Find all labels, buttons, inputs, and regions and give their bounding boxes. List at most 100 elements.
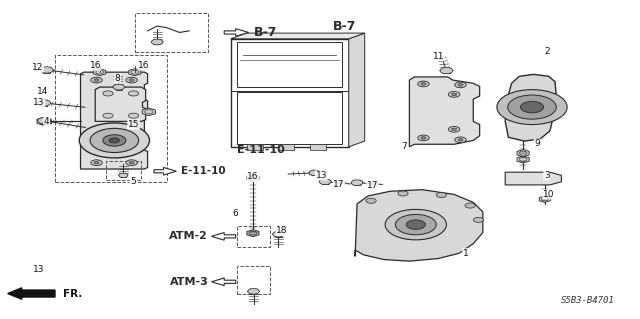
Bar bbox=[237, 266, 270, 294]
Circle shape bbox=[109, 138, 120, 143]
Bar bbox=[237, 92, 342, 144]
Circle shape bbox=[497, 90, 567, 124]
Polygon shape bbox=[349, 33, 365, 147]
Text: 5: 5 bbox=[130, 177, 136, 186]
Circle shape bbox=[406, 220, 426, 229]
Polygon shape bbox=[211, 233, 236, 240]
Polygon shape bbox=[505, 74, 556, 141]
Bar bbox=[135, 13, 208, 51]
Circle shape bbox=[129, 113, 139, 118]
Bar bbox=[230, 39, 349, 147]
Text: ATM-2: ATM-2 bbox=[170, 231, 208, 241]
Text: 16: 16 bbox=[90, 61, 101, 70]
Circle shape bbox=[319, 179, 331, 185]
Circle shape bbox=[91, 160, 102, 166]
Circle shape bbox=[465, 203, 475, 208]
Circle shape bbox=[248, 288, 259, 294]
Polygon shape bbox=[355, 190, 483, 261]
Polygon shape bbox=[154, 167, 176, 175]
Polygon shape bbox=[410, 77, 479, 147]
Circle shape bbox=[366, 198, 376, 203]
FancyArrow shape bbox=[8, 288, 55, 299]
Text: 18: 18 bbox=[276, 226, 287, 235]
Text: 1: 1 bbox=[463, 249, 468, 258]
Text: 13: 13 bbox=[33, 264, 45, 274]
Circle shape bbox=[455, 82, 467, 88]
Text: 14: 14 bbox=[37, 87, 49, 96]
Circle shape bbox=[79, 123, 150, 158]
Circle shape bbox=[508, 95, 556, 119]
Bar bbox=[55, 55, 167, 182]
Circle shape bbox=[520, 101, 543, 113]
Polygon shape bbox=[247, 230, 259, 237]
Circle shape bbox=[103, 113, 113, 118]
Bar bbox=[310, 144, 326, 150]
Circle shape bbox=[126, 77, 138, 83]
Circle shape bbox=[152, 39, 163, 45]
Bar bbox=[278, 144, 294, 150]
Bar bbox=[237, 42, 342, 87]
Polygon shape bbox=[93, 69, 106, 76]
Circle shape bbox=[455, 137, 467, 143]
Circle shape bbox=[473, 217, 483, 222]
Circle shape bbox=[91, 77, 102, 83]
Text: 8: 8 bbox=[115, 74, 120, 83]
Circle shape bbox=[351, 180, 363, 186]
Text: ATM-3: ATM-3 bbox=[170, 277, 208, 287]
Text: B-7: B-7 bbox=[333, 19, 356, 33]
Circle shape bbox=[103, 91, 113, 96]
Circle shape bbox=[398, 191, 408, 196]
Circle shape bbox=[38, 118, 51, 124]
Circle shape bbox=[458, 84, 463, 86]
Polygon shape bbox=[37, 117, 51, 125]
Circle shape bbox=[129, 161, 134, 164]
Polygon shape bbox=[129, 69, 141, 76]
Polygon shape bbox=[224, 29, 248, 36]
Circle shape bbox=[309, 170, 321, 176]
Text: E-11-10: E-11-10 bbox=[237, 145, 285, 155]
Text: 4: 4 bbox=[44, 117, 49, 126]
Polygon shape bbox=[142, 108, 156, 116]
Text: 3: 3 bbox=[544, 171, 550, 180]
Text: E-11-10: E-11-10 bbox=[181, 166, 226, 176]
Circle shape bbox=[40, 67, 53, 73]
Text: 2: 2 bbox=[544, 47, 550, 56]
Circle shape bbox=[418, 135, 429, 141]
Polygon shape bbox=[247, 174, 259, 182]
Text: S5B3-B4701: S5B3-B4701 bbox=[561, 296, 615, 305]
Circle shape bbox=[113, 84, 125, 90]
Text: 13: 13 bbox=[33, 98, 45, 107]
Text: 13: 13 bbox=[316, 171, 327, 180]
Text: 12: 12 bbox=[32, 63, 44, 72]
Circle shape bbox=[421, 83, 426, 85]
Polygon shape bbox=[505, 172, 561, 185]
Text: FR.: FR. bbox=[63, 288, 83, 299]
Circle shape bbox=[421, 137, 426, 139]
Text: 7: 7 bbox=[401, 142, 407, 151]
Bar bbox=[246, 144, 262, 150]
Circle shape bbox=[449, 126, 460, 132]
Polygon shape bbox=[517, 150, 529, 157]
Text: 9: 9 bbox=[534, 139, 540, 148]
Circle shape bbox=[436, 193, 447, 197]
Circle shape bbox=[103, 135, 126, 146]
Bar bbox=[237, 226, 270, 247]
Circle shape bbox=[452, 128, 457, 130]
Text: B-7: B-7 bbox=[253, 26, 277, 39]
Polygon shape bbox=[230, 33, 365, 39]
Text: 16: 16 bbox=[138, 61, 150, 70]
Circle shape bbox=[119, 173, 128, 178]
Circle shape bbox=[94, 79, 99, 81]
Circle shape bbox=[452, 93, 457, 96]
Circle shape bbox=[129, 91, 139, 96]
Circle shape bbox=[94, 161, 99, 164]
Circle shape bbox=[273, 231, 284, 237]
Polygon shape bbox=[540, 196, 550, 202]
Circle shape bbox=[458, 138, 463, 141]
Polygon shape bbox=[211, 278, 236, 286]
Circle shape bbox=[396, 214, 436, 235]
Text: 15: 15 bbox=[128, 120, 140, 129]
Circle shape bbox=[129, 79, 134, 81]
Circle shape bbox=[126, 160, 138, 166]
Text: 6: 6 bbox=[233, 209, 239, 218]
